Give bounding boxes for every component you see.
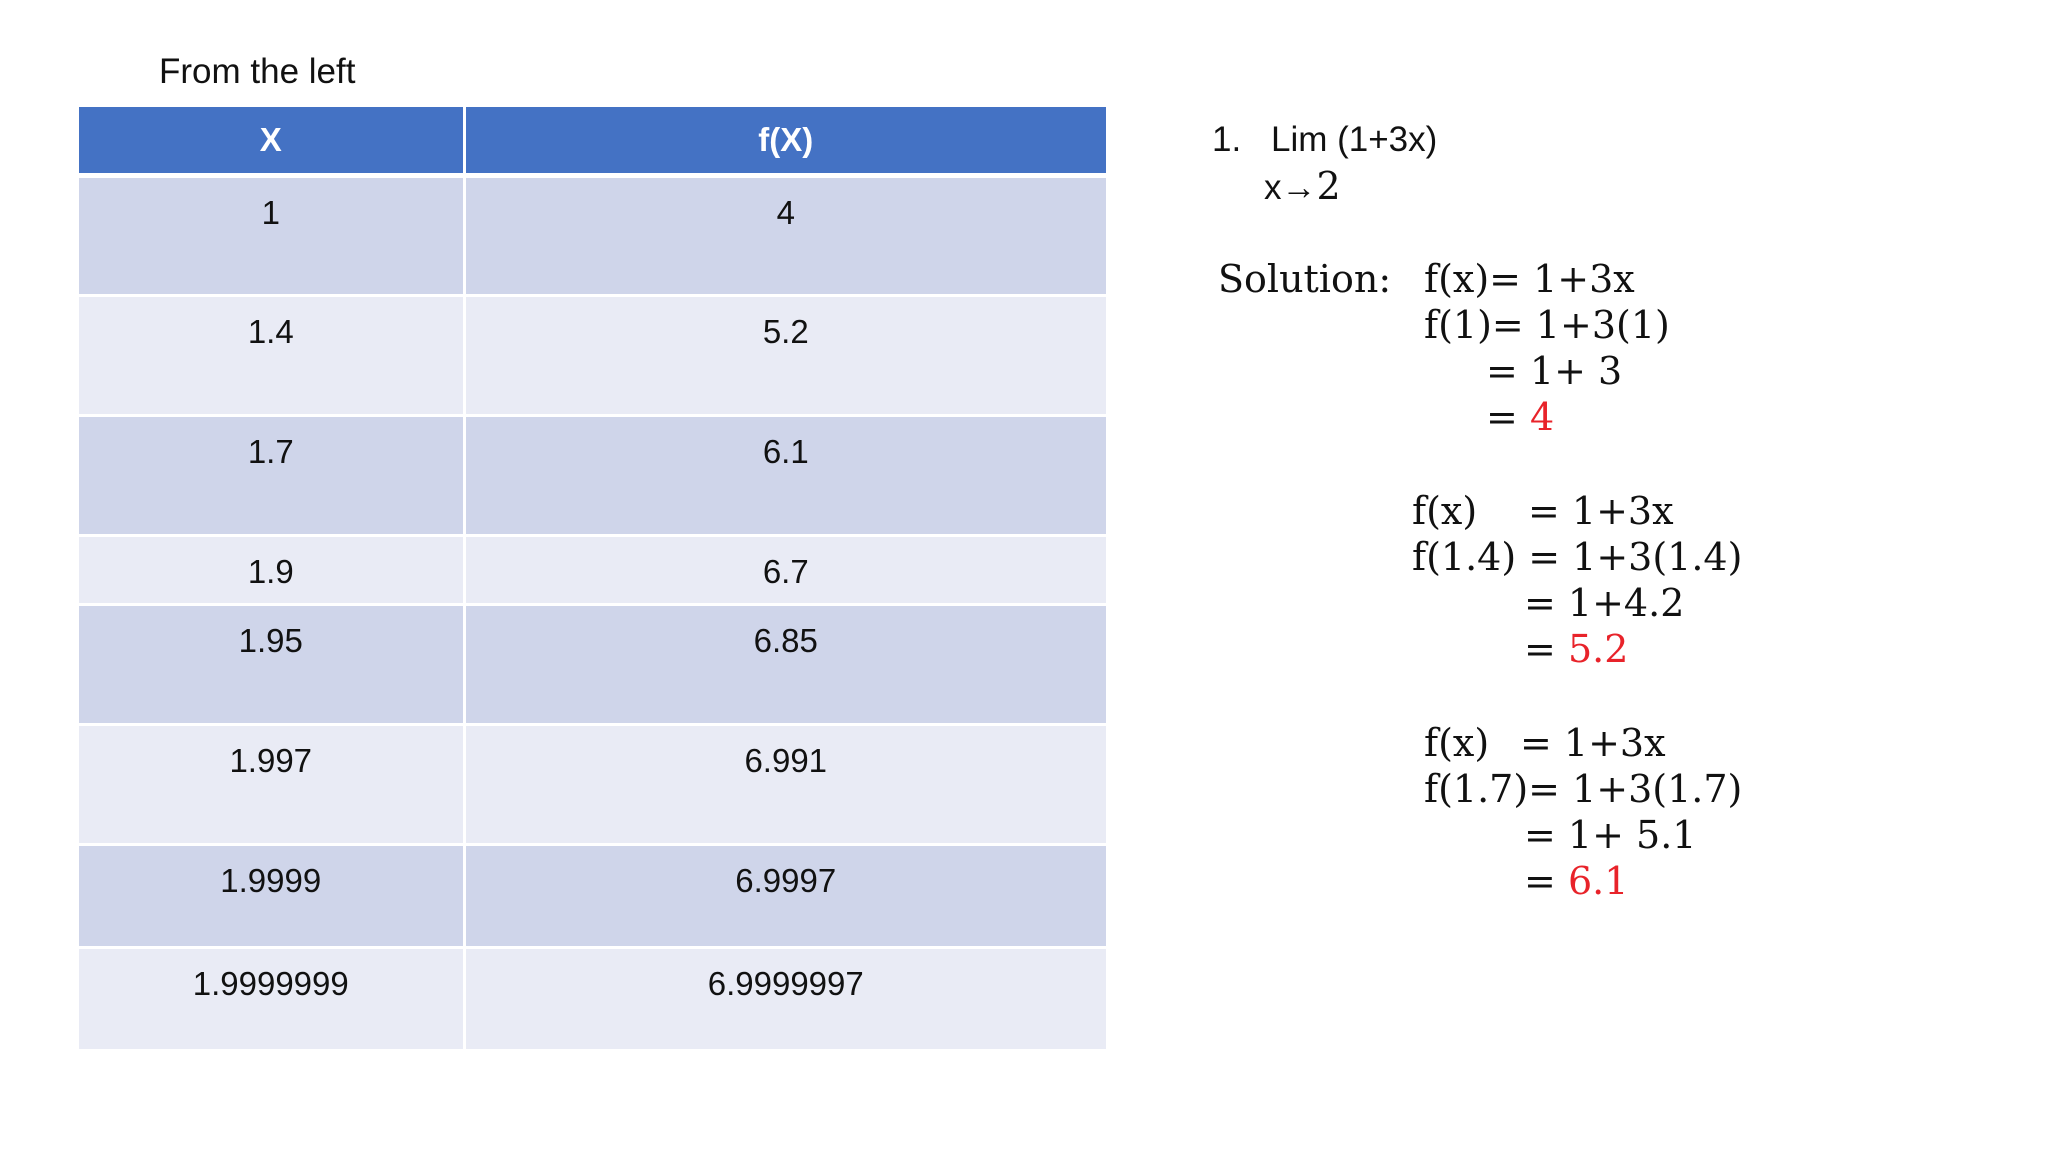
cell-x: 1.997 <box>79 724 466 846</box>
cell-x: 1.7 <box>79 415 466 537</box>
block3-line2: f(1.7)= 1+3(1.7) <box>1424 767 1743 811</box>
cell-fx: 6.991 <box>464 724 1106 846</box>
cell-x: 1.9999 <box>79 844 466 949</box>
block3-result: 6.1 <box>1567 859 1629 903</box>
equals-sign: = <box>1524 859 1556 903</box>
limit-expression: Lim (1+3x) <box>1271 120 1438 159</box>
block2-line3: = 1+4.2 <box>1524 581 1685 625</box>
column-header-fx: f(X) <box>464 107 1106 178</box>
block1-line3: = 1+ 3 <box>1486 349 1623 393</box>
cell-fx: 6.9997 <box>464 844 1106 949</box>
table-row: 1.9999999 6.9999997 <box>79 947 1106 1052</box>
block1-result-line: = 4 <box>1486 394 1554 440</box>
block3-line1-rhs: = 1+3x <box>1520 721 1666 765</box>
cell-fx: 4 <box>464 175 1106 297</box>
block1-line1: f(x)= 1+3x <box>1424 257 1635 301</box>
block3-line1-lhs: f(x) <box>1424 721 1490 765</box>
table-row: 1.9 6.7 <box>79 535 1106 606</box>
table-title: From the left <box>159 52 356 91</box>
cell-fx: 6.1 <box>464 415 1106 537</box>
limit-subscript: x→2 <box>1264 164 1341 210</box>
table-row: 1.4 5.2 <box>79 295 1106 417</box>
table-row: 1.9999 6.9997 <box>79 844 1106 949</box>
block1-result: 4 <box>1529 395 1555 439</box>
table-row: 1.997 6.991 <box>79 724 1106 846</box>
block2-line1-lhs: f(x) <box>1412 489 1478 533</box>
block2-line2: f(1.4) = 1+3(1.4) <box>1412 535 1743 579</box>
cell-fx: 5.2 <box>464 295 1106 417</box>
table-header-row: X f(X) <box>79 107 1106 178</box>
cell-fx: 6.7 <box>464 535 1106 606</box>
block1-line2: f(1)= 1+3(1) <box>1424 303 1670 347</box>
limit-value: 2 <box>1316 164 1341 208</box>
cell-x: 1.9999999 <box>79 947 466 1052</box>
limit-variable: x→ <box>1264 168 1317 207</box>
values-table: X f(X) 1 4 1.4 5.2 1.7 6.1 1.9 6.7 1.95 … <box>79 107 1106 1052</box>
block3-result-line: = 6.1 <box>1524 858 1628 904</box>
table-row: 1.95 6.85 <box>79 604 1106 726</box>
table-row: 1.7 6.1 <box>79 415 1106 537</box>
block3-line3: = 1+ 5.1 <box>1524 813 1697 857</box>
cell-x: 1.4 <box>79 295 466 417</box>
cell-x: 1.95 <box>79 604 466 726</box>
cell-x: 1 <box>79 175 466 297</box>
block2-result: 5.2 <box>1567 627 1629 671</box>
equals-sign: = <box>1524 627 1556 671</box>
cell-fx: 6.85 <box>464 604 1106 726</box>
equals-sign: = <box>1486 395 1518 439</box>
solution-label: Solution: <box>1218 257 1392 301</box>
block2-line1-rhs: = 1+3x <box>1528 489 1674 533</box>
column-header-x: X <box>79 107 466 178</box>
problem-number: 1. <box>1212 120 1242 159</box>
cell-x: 1.9 <box>79 535 466 606</box>
table-row: 1 4 <box>79 175 1106 297</box>
problem-statement: 1. Lim (1+3x) <box>1212 118 1437 162</box>
cell-fx: 6.9999997 <box>464 947 1106 1052</box>
block2-result-line: = 5.2 <box>1524 626 1628 672</box>
